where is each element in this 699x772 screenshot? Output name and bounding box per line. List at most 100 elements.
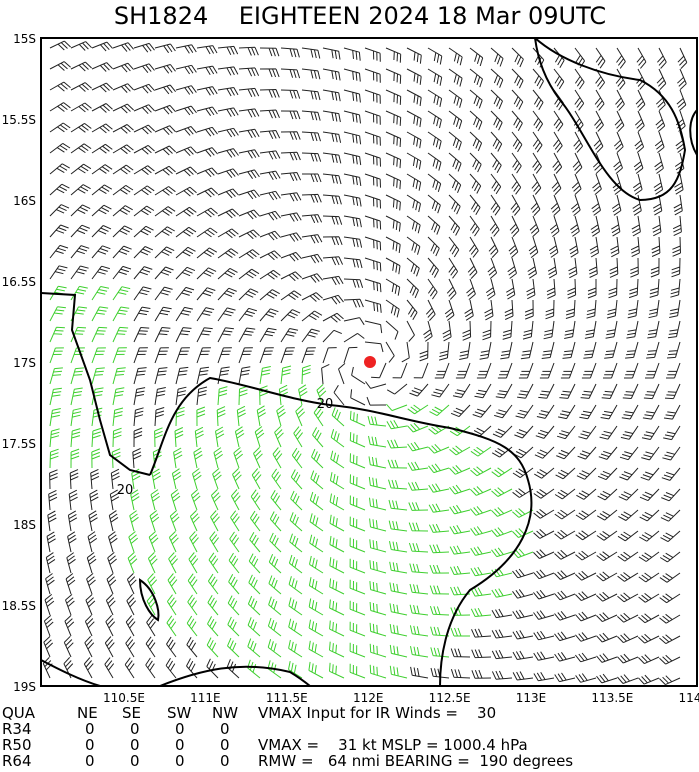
wind-barb (133, 306, 151, 322)
wind-barb (112, 124, 134, 134)
wind-barb (91, 184, 113, 196)
wind-barb (259, 109, 280, 119)
wind-barb (490, 194, 501, 216)
wind-barb (269, 532, 282, 553)
wind-barb (617, 592, 639, 603)
wind-barb (145, 636, 156, 658)
wind-barb (364, 152, 381, 167)
wind-barb (534, 467, 555, 479)
wind-barb (48, 489, 58, 511)
wind-barb (154, 226, 175, 238)
wind-barb (652, 194, 663, 216)
wind-barb (274, 425, 284, 448)
wind-barb (554, 549, 576, 560)
wind-barb (491, 467, 513, 478)
wind-barb (193, 447, 203, 469)
wind-barb (510, 194, 521, 216)
wind-barb (112, 245, 132, 259)
wind-barb (196, 65, 218, 75)
wind-barb (406, 89, 422, 107)
wind-barb (511, 152, 522, 174)
wind-barb (291, 447, 303, 469)
wind-barb (673, 194, 683, 216)
wind-barb (406, 131, 422, 149)
wind-barb (429, 404, 450, 417)
wind-barb (584, 320, 597, 339)
wind-barb (449, 565, 471, 575)
wind-barb (490, 131, 503, 152)
wind-barb (87, 531, 98, 553)
wind-barb (642, 404, 660, 420)
wind-barb (639, 509, 660, 522)
wind-barb (330, 429, 345, 448)
wind-barb (369, 622, 387, 637)
wind-barb (259, 385, 268, 406)
wind-barb (133, 286, 152, 301)
wind-barb (592, 173, 602, 195)
wind-barb (450, 648, 471, 658)
wind-barb (126, 594, 137, 616)
wind-barb (407, 481, 429, 491)
wind-barb (271, 468, 282, 490)
wind-barb (280, 328, 299, 343)
wind-barb (427, 278, 438, 300)
wind-barb (112, 265, 132, 280)
wind-barb (546, 278, 556, 300)
wind-barb (413, 362, 429, 379)
wind-barb (154, 347, 169, 364)
wind-barb (410, 666, 429, 679)
wind-barb (638, 593, 660, 603)
wind-barb (49, 204, 70, 217)
wind-barb (91, 245, 111, 259)
wind-barb (389, 603, 408, 616)
wind-barb (133, 387, 146, 406)
wind-barb (230, 510, 240, 532)
lat-label: 16S (13, 194, 36, 208)
wind-barb (189, 531, 199, 553)
wind-barb (425, 299, 436, 321)
wind-barb (448, 152, 462, 172)
wind-barb (526, 278, 536, 300)
wind-barb (133, 42, 155, 53)
wind-barb (364, 341, 384, 353)
wind-barb (125, 615, 136, 637)
wind-barb (238, 327, 256, 343)
wind-barb (455, 362, 471, 379)
wind-barb (507, 257, 517, 279)
wind-barb (133, 246, 154, 259)
wind-barb (91, 427, 102, 448)
wind-barb (385, 110, 402, 126)
wind-barb (666, 341, 681, 359)
wind-barb (635, 89, 646, 111)
wind-barb (154, 286, 173, 301)
wind-barb (556, 425, 576, 440)
wind-barb (427, 173, 442, 193)
wind-barb (554, 610, 576, 621)
wind-barb (112, 225, 133, 238)
wind-barb (427, 236, 440, 257)
wind-barb (49, 244, 69, 259)
wind-barb (248, 574, 261, 595)
wind-barb (70, 184, 91, 196)
wind-barb (70, 428, 81, 448)
wind-barb (70, 82, 92, 92)
wind-barb (70, 61, 92, 72)
wind-barb (663, 404, 681, 420)
wind-barb (562, 341, 576, 359)
wind-barb (556, 446, 576, 460)
wind-barb (653, 173, 664, 195)
wind-barb (322, 152, 342, 164)
wind-barb (444, 299, 455, 321)
wind-barb (63, 635, 74, 658)
wind-barb (288, 597, 303, 616)
wind-barb (386, 383, 408, 395)
wind-barb (192, 468, 202, 490)
wind-barb (70, 102, 92, 113)
wind-barb (490, 89, 503, 110)
wind-barb (538, 383, 555, 399)
wind-barb (449, 525, 471, 535)
wind-barb (428, 483, 450, 493)
wind-barb (112, 62, 134, 73)
wind-barb (569, 236, 579, 258)
wind-barb (555, 467, 576, 480)
